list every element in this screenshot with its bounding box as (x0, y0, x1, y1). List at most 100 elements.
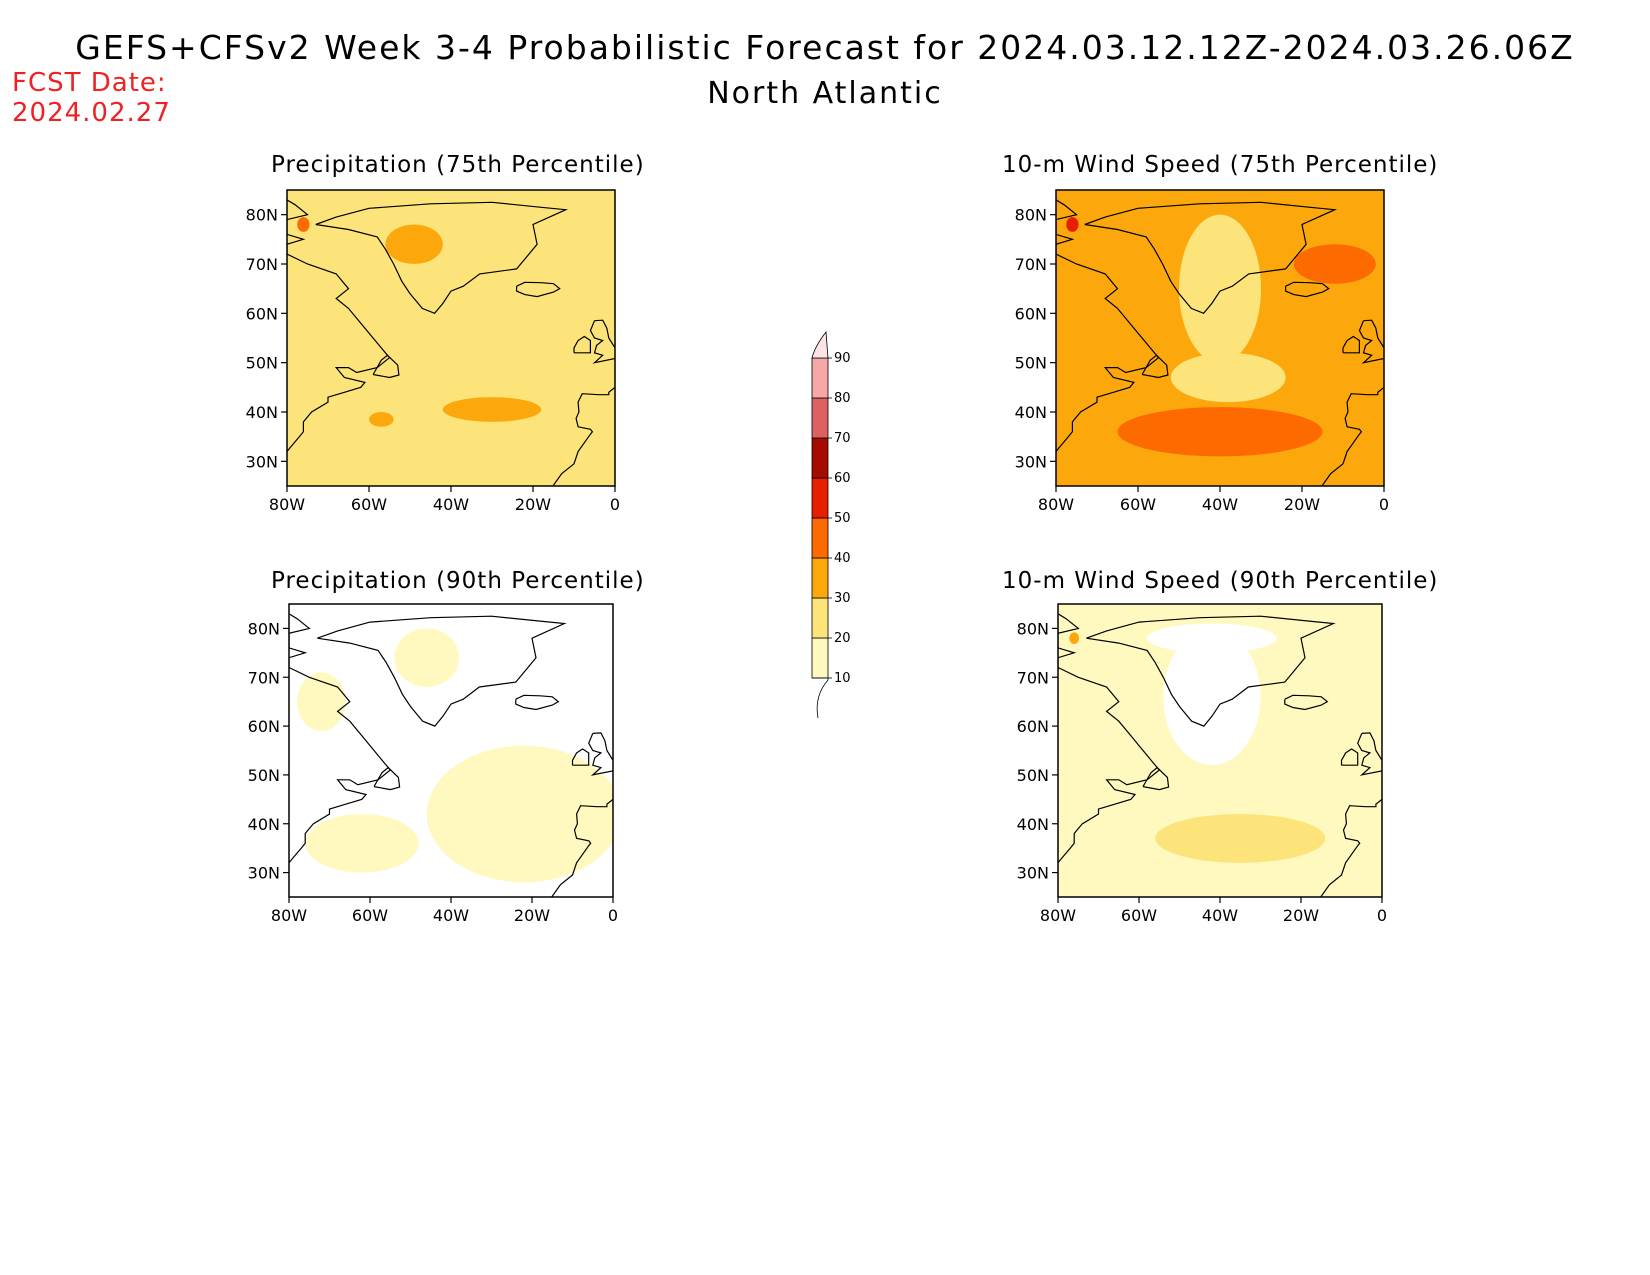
field-contour (442, 397, 542, 422)
lon-tick-label: 60W (351, 495, 387, 514)
field-contour (1179, 214, 1261, 363)
coastline-newfoundland (372, 354, 400, 379)
coastline-europe (1319, 798, 1382, 897)
lon-tick-label: 20W (1284, 495, 1320, 514)
lon-tick-label: 80W (271, 906, 307, 925)
lat-tick-label: 40N (1015, 403, 1047, 422)
lon-tick-label: 40W (1202, 495, 1238, 514)
coastline-uk (589, 319, 615, 364)
colorbar-segment (811, 637, 829, 679)
fcst-date-value: 2024.02.27 (12, 98, 171, 128)
coastline-greenland (1084, 201, 1338, 315)
lat-tick-label: 70N (1015, 255, 1047, 274)
lon-tick-label: 80W (1040, 906, 1076, 925)
lat-tick-label: 70N (1017, 668, 1049, 687)
lon-tick-label: 0 (1379, 495, 1389, 514)
lon-tick-label: 60W (1120, 495, 1156, 514)
field-background (287, 190, 615, 486)
lat-tick-label: 40N (246, 403, 278, 422)
colorbar-segment (811, 397, 829, 439)
coastline-europe (1321, 386, 1384, 486)
colorbar-segment (811, 357, 829, 399)
lon-tick-label: 40W (1202, 906, 1238, 925)
field-contour (1066, 217, 1079, 232)
panel-title-precip-90: Precipitation (90th Percentile) (271, 568, 645, 594)
lat-tick-label: 60N (246, 304, 278, 323)
field-contour (426, 745, 613, 883)
coastline-europe (552, 386, 615, 486)
lat-tick-label: 80N (1015, 206, 1047, 225)
colorbar-label: 60 (834, 471, 851, 486)
map-panel-precip-75: 80N 70N 60N 50N 40N 30N 80W 60W 40W 20W 0 (246, 189, 620, 514)
colorbar-segment (811, 597, 829, 639)
colorbar-segment (811, 437, 829, 479)
coastline-greenland (315, 201, 569, 315)
coastline-iceland (1285, 281, 1330, 298)
fcst-date-label: FCST Date: (12, 68, 167, 98)
map-panel-precip-90: 80N 70N 60N 50N 40N 30N 80W 60W 40W 20W 0 (248, 603, 618, 925)
coastline-greenland (317, 615, 567, 727)
field-contour (305, 813, 419, 873)
main-title: GEFS+CFSv2 Week 3-4 Probabilistic Foreca… (75, 28, 1575, 67)
colorbar-label: 80 (834, 391, 851, 406)
field-contour (369, 412, 394, 427)
coastline-uk (588, 732, 613, 776)
field-contour (1069, 632, 1080, 645)
lon-tick-label: 80W (1038, 495, 1074, 514)
coastline-ireland (1340, 748, 1359, 766)
lat-tick-label: 60N (1015, 304, 1047, 323)
field-contour (385, 224, 443, 264)
region-title: North Atlantic (707, 76, 943, 111)
lon-tick-label: 20W (1283, 906, 1319, 925)
lat-tick-label: 30N (1017, 864, 1049, 883)
map-panel-wind-75: 80N 70N 60N 50N 40N 30N 80W 60W 40W 20W 0 (1015, 189, 1389, 514)
panel-title-precip-75: Precipitation (75th Percentile) (271, 152, 645, 178)
lat-tick-label: 30N (1015, 452, 1047, 471)
lat-tick-label: 80N (246, 206, 278, 225)
lon-tick-label: 60W (352, 906, 388, 925)
lat-tick-label: 40N (248, 815, 280, 834)
field-contour (1293, 244, 1376, 284)
field-contour (1117, 407, 1323, 457)
lat-tick-label: 60N (1017, 717, 1049, 736)
lat-tick-label: 70N (246, 255, 278, 274)
lon-tick-label: 20W (514, 906, 550, 925)
lon-tick-label: 0 (608, 906, 618, 925)
lat-tick-label: 50N (246, 354, 278, 373)
lat-tick-label: 80N (1017, 619, 1049, 638)
lat-tick-label: 60N (248, 717, 280, 736)
lon-tick-label: 0 (610, 495, 620, 514)
lon-tick-label: 40W (433, 906, 469, 925)
colorbar: 10 20 30 40 50 60 70 80 90 (811, 330, 851, 719)
panel-title-wind-90: 10-m Wind Speed (90th Percentile) (1002, 568, 1439, 594)
colorbar-label: 20 (834, 631, 851, 646)
lat-tick-label: 40N (1017, 815, 1049, 834)
coastline-iceland (1284, 694, 1329, 711)
lat-tick-label: 30N (248, 864, 280, 883)
field-contour (394, 628, 460, 688)
colorbar-top-cap (811, 330, 829, 359)
field-contour (1170, 352, 1286, 403)
coastline-europe (550, 798, 613, 897)
lon-tick-label: 40W (433, 495, 469, 514)
lat-tick-label: 50N (248, 766, 280, 785)
coastline-newfoundland (373, 766, 401, 791)
coastline-ireland (1342, 335, 1360, 354)
coastline-iceland (515, 694, 560, 711)
fcst-date-block: FCST Date: 2024.02.27 (12, 68, 171, 128)
lon-tick-label: 80W (269, 495, 305, 514)
coastline-ireland (573, 335, 591, 354)
coastline-uk (1357, 732, 1382, 776)
colorbar-label: 90 (834, 351, 851, 366)
field-contour (1155, 813, 1326, 863)
colorbar-label: 40 (834, 551, 851, 566)
colorbar-label: 10 (834, 671, 851, 686)
map-panel-wind-90: 80N 70N 60N 50N 40N 30N 80W 60W 40W 20W 0 (1017, 603, 1387, 925)
field-contour (1147, 623, 1277, 653)
lon-tick-label: 60W (1121, 906, 1157, 925)
colorbar-segment (811, 477, 829, 519)
coastline-iceland (516, 281, 561, 298)
coastline-newfoundland (1141, 354, 1169, 379)
lat-tick-label: 50N (1015, 354, 1047, 373)
field-contour (297, 672, 346, 731)
